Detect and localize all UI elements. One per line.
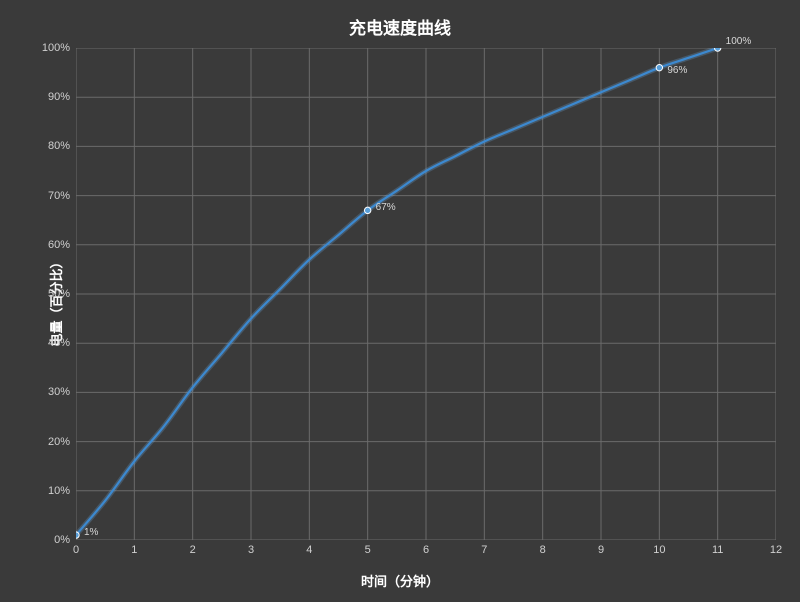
- x-tick-label: 1: [131, 540, 137, 556]
- data-marker: [656, 64, 662, 70]
- x-tick-label: 7: [481, 540, 487, 556]
- x-tick-label: 5: [365, 540, 371, 556]
- x-tick-label: 3: [248, 540, 254, 556]
- data-line: [76, 48, 718, 535]
- chart-title: 充电速度曲线: [0, 14, 800, 39]
- x-axis-label: 时间（分钟）: [0, 571, 800, 590]
- data-marker: [714, 48, 720, 51]
- data-marker: [76, 532, 79, 538]
- plot-area: 01234567891011120%10%20%30%40%50%60%70%8…: [76, 48, 776, 540]
- x-tick-label: 6: [423, 540, 429, 556]
- data-marker: [364, 207, 370, 213]
- x-tick-label: 8: [540, 540, 546, 556]
- x-tick-label: 10: [653, 540, 665, 556]
- x-tick-label: 11: [712, 540, 723, 556]
- y-tick-label: 10%: [30, 485, 76, 497]
- y-tick-label: 70%: [30, 190, 76, 202]
- y-tick-label: 40%: [30, 337, 76, 349]
- x-tick-label: 12: [770, 540, 782, 556]
- y-axis-label: 电量（百分比）: [46, 255, 65, 346]
- data-point-label: 67%: [376, 202, 396, 213]
- x-tick-label: 4: [306, 540, 312, 556]
- data-point-label: 1%: [84, 527, 98, 538]
- data-point-label: 96%: [667, 65, 687, 76]
- y-tick-label: 20%: [30, 436, 76, 448]
- y-tick-label: 100%: [30, 42, 76, 54]
- data-point-label: 100%: [726, 36, 752, 47]
- y-tick-label: 60%: [30, 239, 76, 251]
- y-tick-label: 0%: [30, 534, 76, 546]
- y-tick-label: 90%: [30, 91, 76, 103]
- y-tick-label: 50%: [30, 288, 76, 300]
- chart-container: 充电速度曲线 电量（百分比） 时间（分钟） 01234567891011120%…: [0, 0, 800, 602]
- x-tick-label: 9: [598, 540, 604, 556]
- y-tick-label: 30%: [30, 386, 76, 398]
- x-tick-label: 2: [190, 540, 196, 556]
- y-tick-label: 80%: [30, 140, 76, 152]
